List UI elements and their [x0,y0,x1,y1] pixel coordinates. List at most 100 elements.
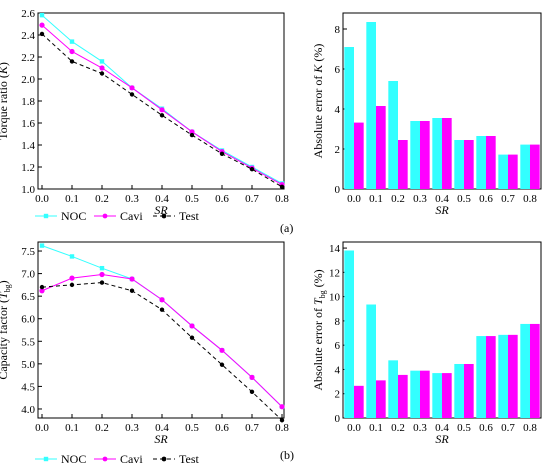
capacity-point-noc [99,265,105,271]
capacity-point-test [99,280,105,285]
capacity-err-xtick-label: 0.8 [523,422,537,434]
panel-label-b: (b) [280,448,294,462]
capacity-legend-marker [161,456,167,462]
torque-series-cavi-line [41,24,283,186]
capacity-frame [37,241,285,419]
torque-err-bar-noc [388,81,398,189]
torque-point-test [129,92,135,97]
torque-legend-marker [43,213,49,219]
capacity-err-xtick-label: 0.2 [391,422,405,434]
torque-err-xtick-label: 0.2 [391,193,405,205]
capacity-err-bar-cavi [508,334,518,418]
capacity-point-cavi [279,404,285,410]
torque-err-bar-cavi [442,118,452,189]
capacity-err-bar-cavi [442,373,452,418]
torque-err-bar-cavi [398,140,408,189]
capacity-err-bar-cavi [398,374,408,418]
torque-ylabel: Torque ratio (K) [0,62,10,140]
torque-ytick-label: 2.2 [21,52,35,64]
capacity-point-cavi [159,297,165,303]
capacity-ytick-label: 5.0 [21,359,35,371]
torque-legend-noc: NOC [61,209,86,223]
torque-err-xlabel: SR [435,203,449,217]
capacity-xtick-label: 0.5 [185,422,199,434]
capacity-err-xtick-label: 0.7 [501,422,515,434]
torque-err-bar-cavi [354,122,364,189]
capacity-err-ytick-label: 6 [335,340,341,352]
capacity-ytick-label: 7.0 [21,269,35,281]
capacity-point-test [279,418,285,423]
capacity-ytick-label: 6.0 [21,314,35,326]
capacity-ytick-label: 5.5 [21,336,35,348]
capacity-err-bar-cavi [464,363,474,418]
capacity-point-test [249,389,255,395]
capacity-point-noc [39,243,45,248]
torque-err-xtick-label: 0.5 [457,193,471,205]
torque-xtick-label: 0.7 [245,193,259,205]
torque-ytick-label: 1.2 [21,162,35,174]
torque-legend-cavi: Cavi [120,209,143,223]
torque-err-bar-noc [344,47,354,189]
capacity-err-ytick-label: 12 [329,267,340,279]
capacity-ytick-label: 4.5 [21,381,35,393]
torque-xtick-label: 0.3 [125,193,139,205]
capacity-err-bar-noc [344,250,354,418]
capacity-point-cavi [99,271,105,278]
capacity-legend-cavi: Cavi [120,452,143,466]
capacity-point-test [69,282,75,288]
torque-err-ytick-label: 6 [335,64,341,76]
torque-err-bar-noc [498,154,508,189]
torque-err-bar-noc [366,22,376,189]
capacity-err-ytick-label: 14 [329,243,341,255]
torque-err-bar-noc [520,144,530,189]
torque-point-test [39,31,45,37]
torque-err-bar-noc [432,118,442,189]
capacity-err-xtick-label: 0.3 [413,422,427,434]
capacity-err-xtick-label: 0.1 [369,422,383,434]
torque-xlabel: SR [154,203,168,217]
torque-xtick-label: 0.4 [155,193,169,205]
capacity-err-ylabel: Absolute error of Tbg (%) [311,269,327,390]
torque-err-bar-cavi [486,136,496,189]
capacity-err-bar-cavi [420,370,430,418]
capacity-point-test [219,362,225,367]
torque-err-ylabel: Absolute error of K (%) [311,44,325,159]
torque-point-noc [69,39,75,44]
torque-point-cavi [39,22,45,28]
capacity-err-bar-noc [388,360,398,418]
torque-point-cavi [129,85,135,91]
torque-point-test [69,59,75,64]
torque-err-bar-cavi [420,121,430,189]
capacity-point-noc [69,254,75,259]
torque-ytick-label: 1.0 [21,184,35,196]
torque-err-bar-cavi [376,106,386,189]
torque-err-xtick-label: 0.6 [479,193,493,205]
torque-point-noc [99,59,105,64]
capacity-err-bar-noc [520,323,530,418]
capacity-err-ytick-label: 0 [335,413,341,425]
torque-series-noc-line [41,14,283,184]
torque-err-ytick-label: 2 [335,144,341,156]
torque-err-bar-noc [476,136,486,189]
capacity-err-xtick-label: 0.5 [457,422,471,434]
torque-ytick-label: 1.6 [21,118,35,130]
torque-err-ytick-label: 4 [335,104,341,116]
torque-legend-marker [161,213,167,219]
capacity-ytick-label: 7.5 [21,246,35,258]
capacity-err-xlabel: SR [435,432,449,446]
capacity-xtick-label: 0.0 [35,422,49,434]
capacity-point-test [129,288,135,293]
capacity-err-bar-cavi [376,380,386,418]
torque-err-bar-cavi [464,140,474,189]
capacity-xtick-label: 0.8 [275,422,289,434]
capacity-legend-marker [102,456,108,462]
torque-point-cavi [189,129,195,135]
capacity-point-cavi [39,288,45,294]
torque-err-xtick-label: 0.1 [369,193,383,205]
capacity-legend-noc: NOC [61,452,86,466]
capacity-err-bar-noc [476,336,486,418]
capacity-xtick-label: 0.4 [155,422,169,434]
torque-err-xtick-label: 0.3 [413,193,427,205]
capacity-point-test [189,335,195,340]
capacity-err-xtick-label: 0.4 [435,422,449,434]
